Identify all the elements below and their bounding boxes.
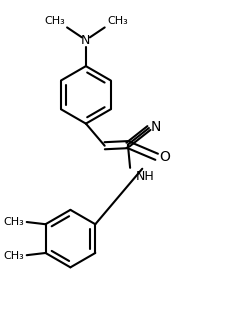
Text: O: O [159,150,170,164]
Text: NH: NH [136,169,154,183]
Text: N: N [151,120,161,134]
Text: CH₃: CH₃ [107,16,128,26]
Text: N: N [81,34,91,47]
Text: CH₃: CH₃ [4,217,24,227]
Text: CH₃: CH₃ [44,16,65,26]
Text: CH₃: CH₃ [4,251,24,261]
